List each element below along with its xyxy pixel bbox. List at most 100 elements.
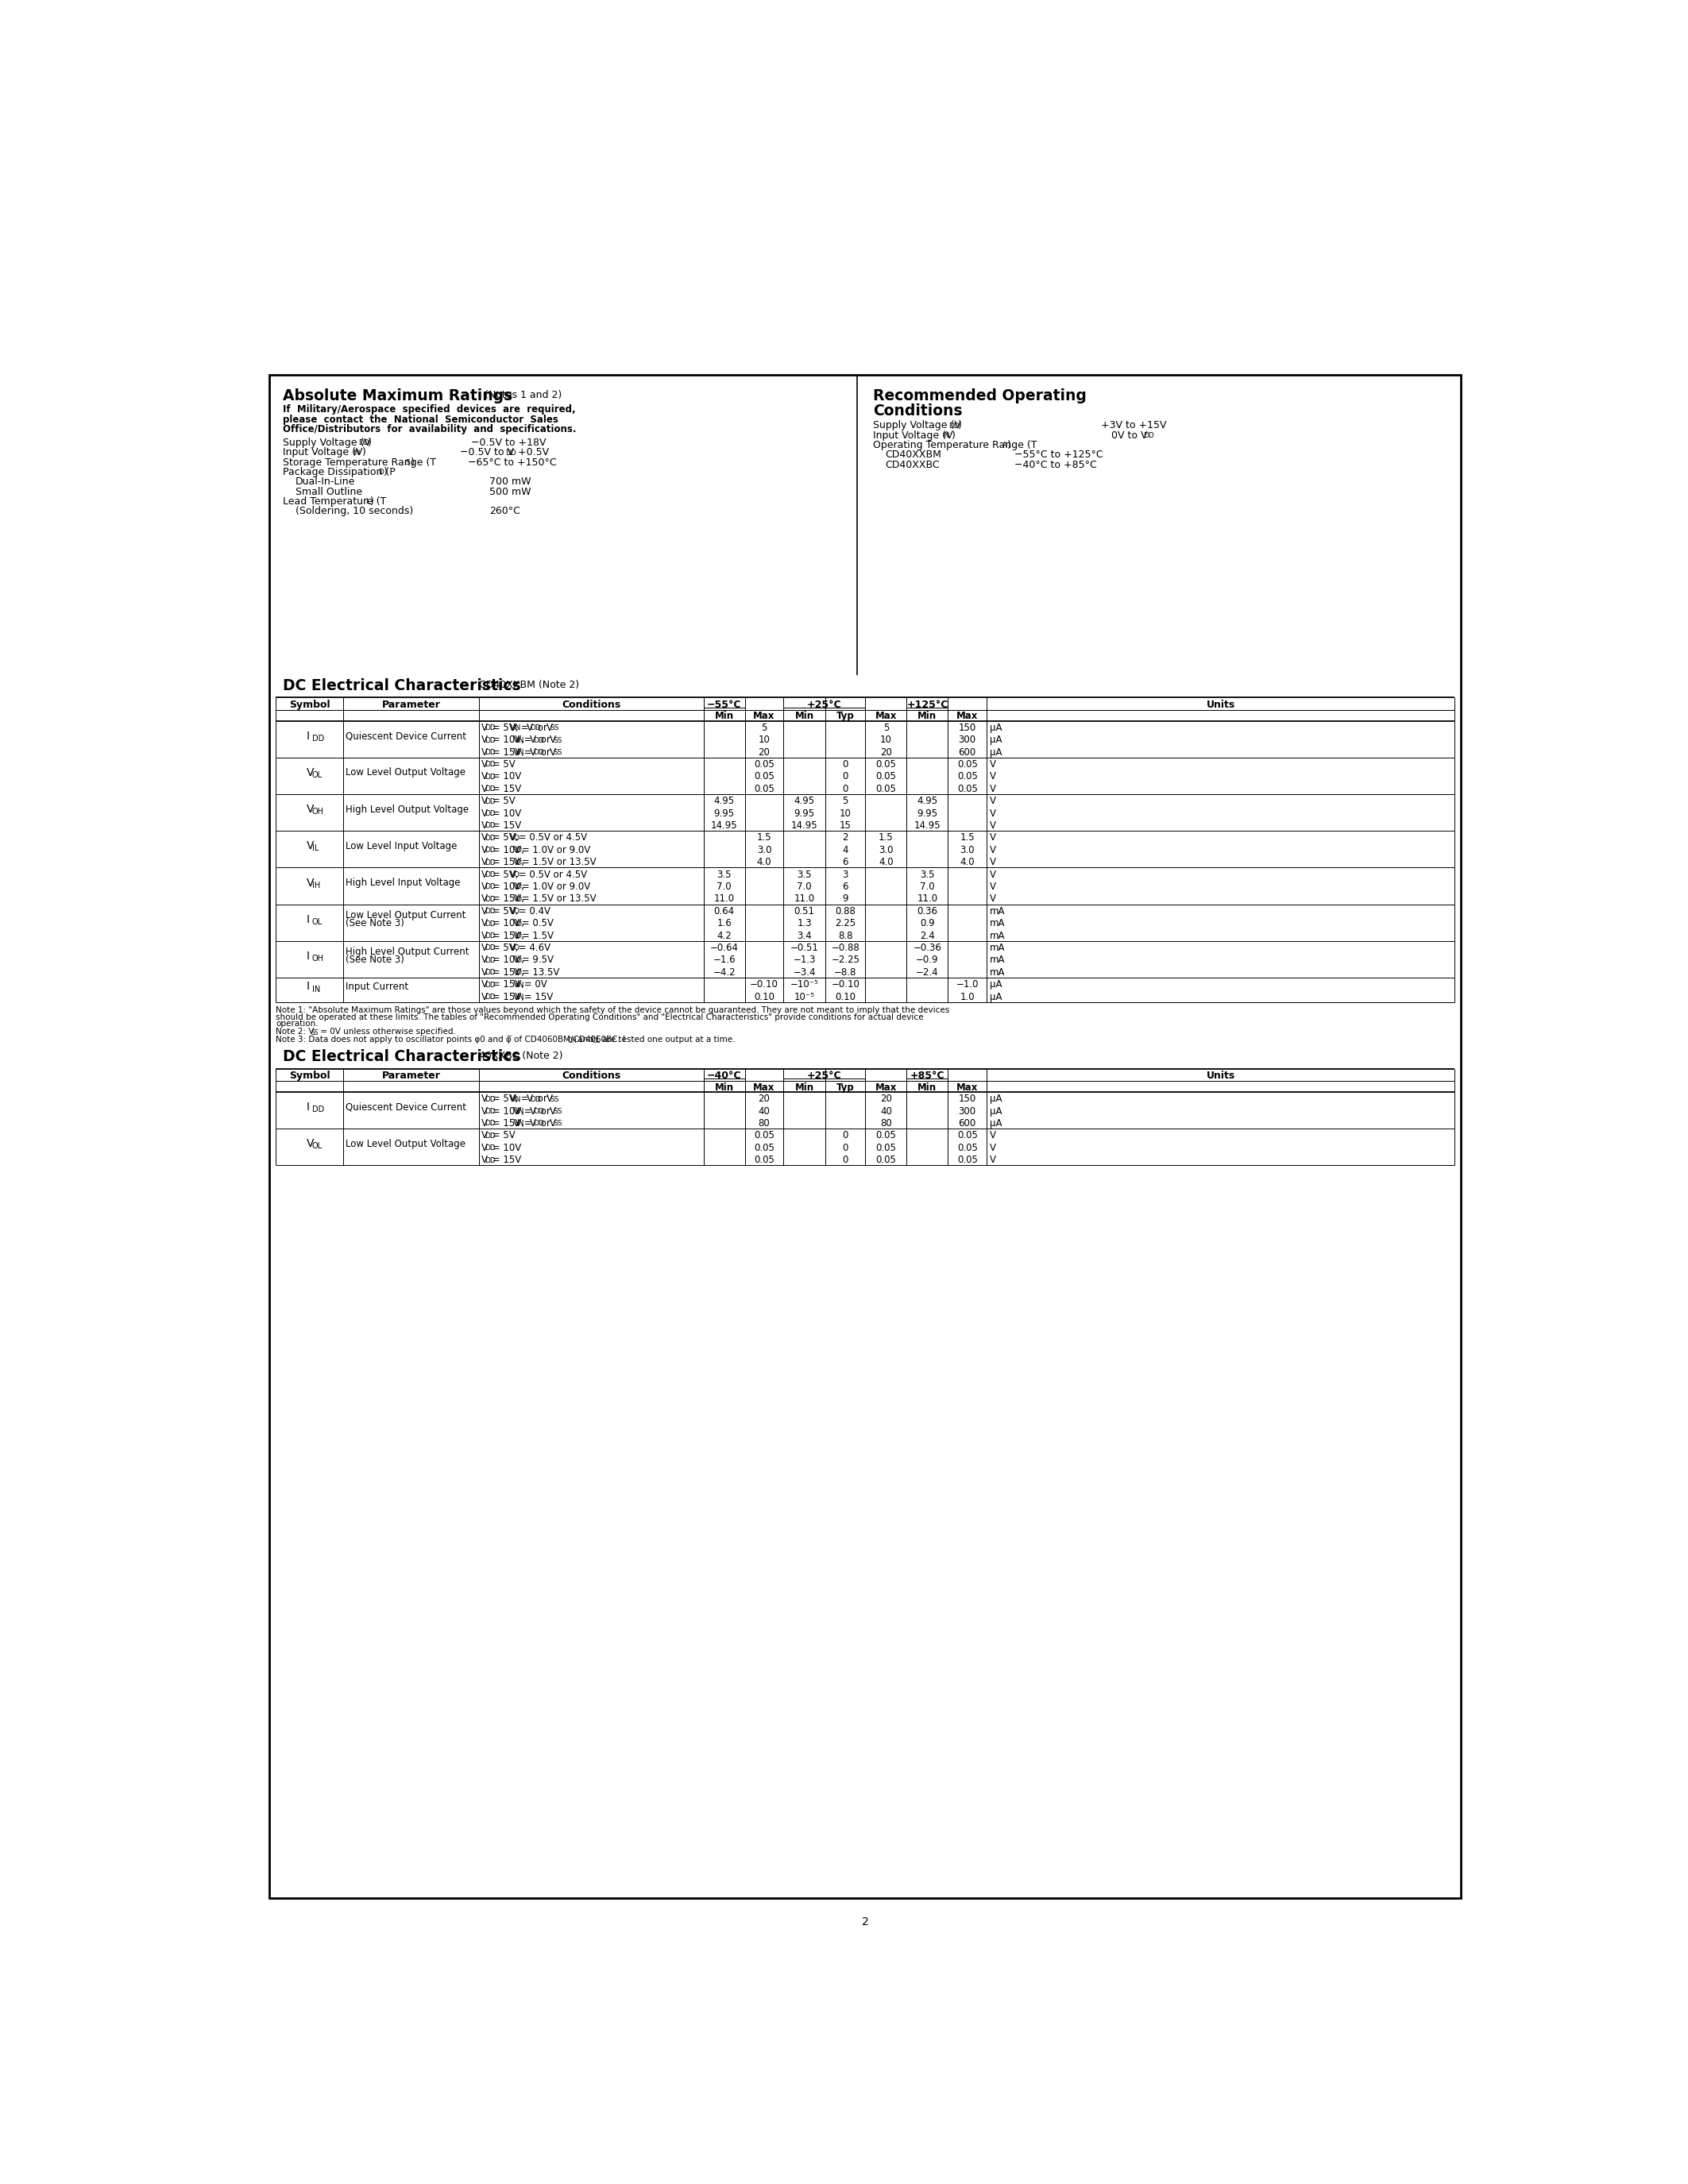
Text: −0.10: −0.10 bbox=[749, 978, 778, 989]
Text: 0.05: 0.05 bbox=[876, 1131, 896, 1140]
Text: −40°C: −40°C bbox=[707, 1070, 741, 1081]
Text: 3.0: 3.0 bbox=[879, 845, 893, 856]
Text: V: V bbox=[481, 1094, 488, 1105]
Text: = 1.5V or 13.5V: = 1.5V or 13.5V bbox=[518, 893, 596, 904]
Text: μA: μA bbox=[989, 1094, 1003, 1105]
Text: 150: 150 bbox=[959, 1094, 976, 1105]
Text: V: V bbox=[989, 893, 996, 904]
Text: (Soldering, 10 seconds): (Soldering, 10 seconds) bbox=[295, 507, 414, 515]
Text: = 15V,: = 15V, bbox=[490, 968, 527, 978]
Text: Operating Temperature Range (T: Operating Temperature Range (T bbox=[873, 439, 1036, 450]
Text: 1.5: 1.5 bbox=[756, 832, 771, 843]
Text: Low Level Input Voltage: Low Level Input Voltage bbox=[346, 841, 457, 852]
Text: V: V bbox=[527, 723, 533, 734]
Text: Input Voltage (V: Input Voltage (V bbox=[284, 448, 363, 459]
Text: OH: OH bbox=[312, 808, 324, 817]
Text: OH: OH bbox=[312, 954, 324, 963]
Text: V: V bbox=[481, 821, 488, 830]
Text: −0.64: −0.64 bbox=[711, 943, 738, 952]
Text: 6: 6 bbox=[842, 856, 849, 867]
Text: 11.0: 11.0 bbox=[793, 893, 815, 904]
Text: please  contact  the  National  Semiconductor  Sales: please contact the National Semiconducto… bbox=[284, 415, 559, 424]
Text: 20: 20 bbox=[879, 1094, 891, 1105]
Text: = 5V,: = 5V, bbox=[490, 832, 522, 843]
Text: = 15V,: = 15V, bbox=[490, 978, 527, 989]
Text: −4.2: −4.2 bbox=[712, 968, 736, 978]
Text: 9.95: 9.95 bbox=[917, 808, 937, 819]
Text: = 9.5V: = 9.5V bbox=[518, 954, 554, 965]
Text: = 5V,: = 5V, bbox=[490, 906, 522, 917]
Text: V: V bbox=[513, 734, 520, 745]
Text: V: V bbox=[481, 795, 488, 806]
Text: IL: IL bbox=[312, 845, 319, 852]
Text: +125°C: +125°C bbox=[906, 699, 949, 710]
Text: V: V bbox=[510, 906, 517, 917]
Text: should be operated at these limits. The tables of "Recommended Operating Conditi: should be operated at these limits. The … bbox=[275, 1013, 923, 1020]
Text: V: V bbox=[510, 869, 517, 880]
Text: O: O bbox=[517, 957, 522, 963]
Text: −1.6: −1.6 bbox=[712, 954, 736, 965]
Text: DD: DD bbox=[533, 1107, 544, 1116]
Text: DD: DD bbox=[312, 734, 324, 743]
Text: V: V bbox=[513, 845, 520, 856]
Text: 5: 5 bbox=[761, 723, 766, 734]
Text: V: V bbox=[989, 856, 996, 867]
Text: 3.5: 3.5 bbox=[920, 869, 935, 880]
Text: DD: DD bbox=[484, 834, 495, 841]
Text: 2.25: 2.25 bbox=[836, 917, 856, 928]
Text: O: O bbox=[513, 871, 518, 878]
Text: 150: 150 bbox=[959, 723, 976, 734]
Text: 0: 0 bbox=[842, 784, 849, 795]
Text: V: V bbox=[513, 856, 520, 867]
Text: V: V bbox=[550, 734, 555, 745]
Text: are tested one output at a time.: are tested one output at a time. bbox=[599, 1035, 734, 1044]
Text: =: = bbox=[522, 1118, 535, 1129]
Text: 14.95: 14.95 bbox=[792, 821, 817, 830]
Text: V: V bbox=[513, 893, 520, 904]
Text: V: V bbox=[510, 943, 517, 952]
Text: 0.36: 0.36 bbox=[917, 906, 937, 917]
Text: IN: IN bbox=[517, 1107, 523, 1116]
Text: 0.05: 0.05 bbox=[876, 784, 896, 795]
Text: 40XXBC (Note 2): 40XXBC (Note 2) bbox=[476, 1051, 562, 1061]
Text: Low Level Output Voltage: Low Level Output Voltage bbox=[346, 1138, 466, 1149]
Text: V: V bbox=[513, 992, 520, 1002]
Text: V: V bbox=[989, 845, 996, 856]
Text: 1.5: 1.5 bbox=[960, 832, 974, 843]
Text: DD: DD bbox=[484, 882, 495, 891]
Text: V: V bbox=[547, 723, 554, 734]
Text: −0.88: −0.88 bbox=[830, 943, 859, 952]
Text: 10: 10 bbox=[839, 808, 851, 819]
Text: = 10V: = 10V bbox=[490, 771, 522, 782]
Text: 20: 20 bbox=[758, 1094, 770, 1105]
Text: A: A bbox=[1003, 441, 1008, 450]
Text: IN: IN bbox=[517, 1120, 523, 1127]
Text: Absolute Maximum Ratings: Absolute Maximum Ratings bbox=[284, 389, 513, 404]
Text: = 15V,: = 15V, bbox=[490, 930, 527, 941]
Text: V: V bbox=[550, 1105, 555, 1116]
Text: = 10V: = 10V bbox=[490, 1142, 522, 1153]
Text: Conditions: Conditions bbox=[562, 699, 621, 710]
Text: V: V bbox=[481, 1118, 488, 1129]
Text: Dual-In-Line: Dual-In-Line bbox=[295, 476, 354, 487]
Text: −2.25: −2.25 bbox=[830, 954, 859, 965]
Text: −55°C to +125°C: −55°C to +125°C bbox=[1014, 450, 1102, 461]
Text: 260°C: 260°C bbox=[490, 507, 520, 515]
Text: DD: DD bbox=[484, 810, 495, 817]
Text: = 13.5V: = 13.5V bbox=[518, 968, 559, 978]
Text: 10: 10 bbox=[879, 734, 891, 745]
Text: mA: mA bbox=[989, 906, 1006, 917]
Text: V: V bbox=[989, 882, 996, 891]
Text: 0.05: 0.05 bbox=[957, 760, 977, 769]
Text: 2: 2 bbox=[861, 1915, 869, 1926]
Text: 300: 300 bbox=[959, 734, 976, 745]
Text: 300: 300 bbox=[959, 1105, 976, 1116]
Text: I: I bbox=[307, 950, 309, 961]
Text: O: O bbox=[513, 834, 518, 841]
Text: −0.36: −0.36 bbox=[913, 943, 942, 952]
Text: O: O bbox=[513, 909, 518, 915]
Text: V: V bbox=[481, 893, 488, 904]
Text: Package Dissipation (P: Package Dissipation (P bbox=[284, 467, 395, 478]
Text: 0.10: 0.10 bbox=[836, 992, 856, 1002]
Text: DD: DD bbox=[484, 943, 495, 952]
